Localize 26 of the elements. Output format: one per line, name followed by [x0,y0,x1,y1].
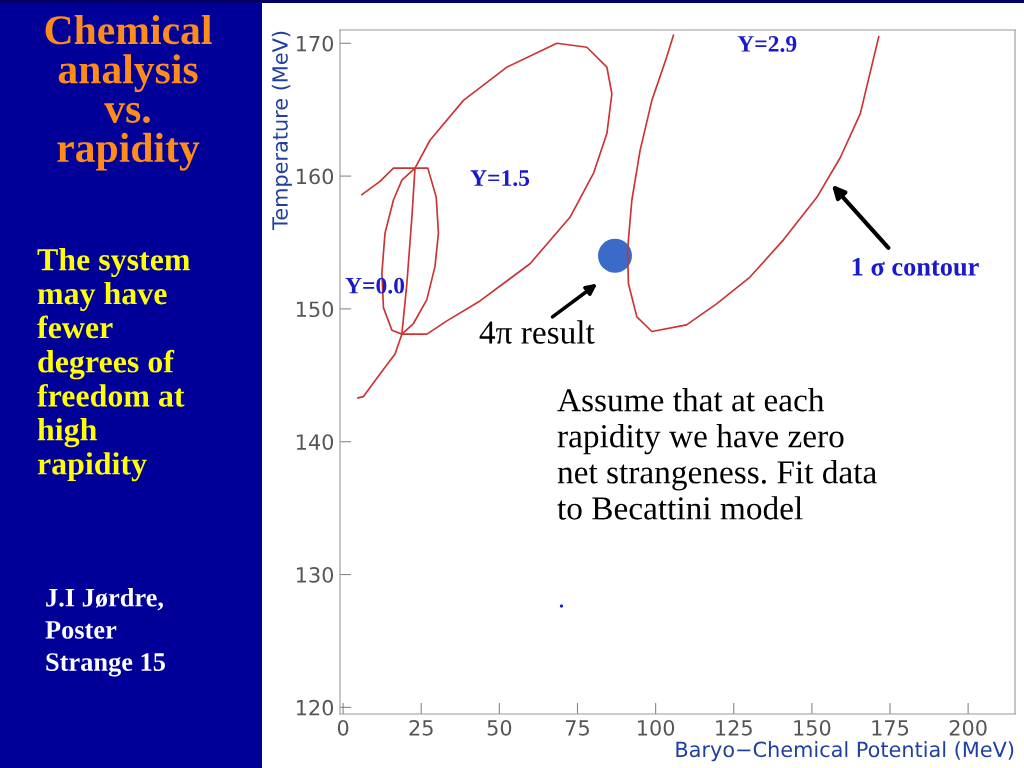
x-tick-label: 75 [565,720,589,736]
annotation: Y=2.9 [737,35,797,52]
y-tick-label: 130 [296,567,334,583]
y-axis-title: Temperature (MeV) [271,31,292,230]
x-tick-label: 50 [487,719,512,736]
y-tick-label: 160 [296,168,334,185]
annotation: Assume that at each rapidity we have zero net strangeness. Fit data to Becattini model [557,388,877,520]
y-tick-label: 120 [296,699,334,716]
y-tick-label: 170 [296,35,334,52]
x-tick-label: 25 [409,719,433,736]
annotation: 4π result [479,320,595,344]
x-tick-label: 125 [716,719,752,736]
text: J.I Jørdre, Poster Strange 15 [45,588,165,677]
x-tick-label: 100 [638,719,675,736]
y-tick-label: 150 [296,301,334,318]
x-tick-label: 0 [337,719,349,736]
y-tick-label: 140 [296,434,334,450]
x-tick-label: 175 [872,720,909,736]
annotation: Y=1.5 [470,170,530,187]
text: Chemical analysis vs. rapidity [45,15,212,171]
text: The system may have fewer degrees of freedom at high rapidity [37,248,190,482]
x-axis-title: Baryo−Chemical Potential (MeV) [676,741,1014,762]
x-tick-label: 150 [794,719,831,736]
annotation: 1 σ contour [852,257,979,276]
x-tick-label: 200 [949,719,987,736]
annotation: . [559,604,564,608]
